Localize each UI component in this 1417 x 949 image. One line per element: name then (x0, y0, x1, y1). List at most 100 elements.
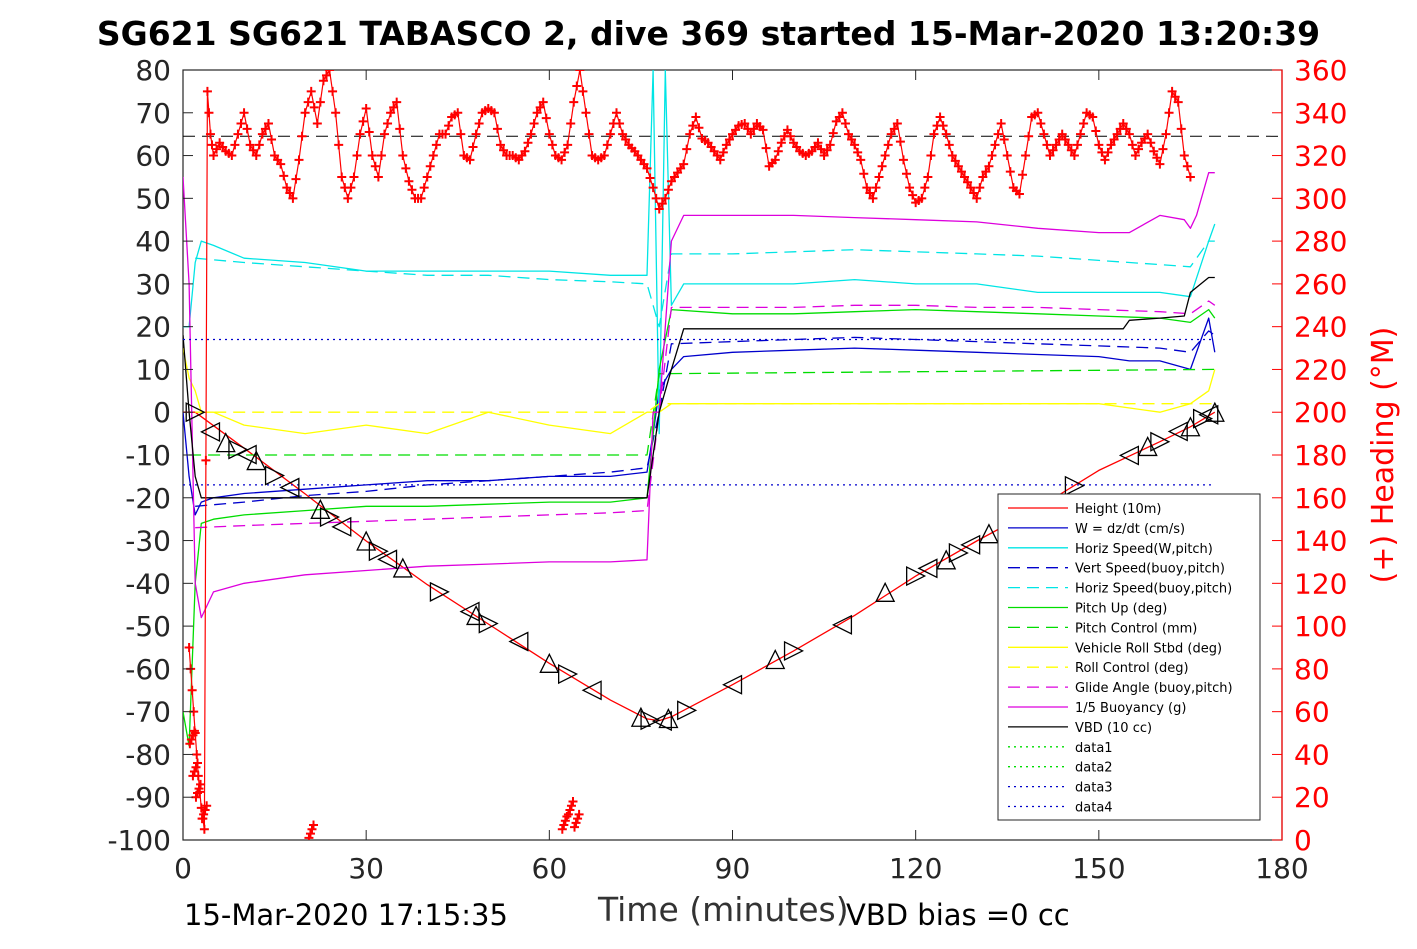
heading-point (251, 151, 261, 161)
y-tick-label: 30 (135, 268, 171, 301)
heading-point (776, 138, 786, 148)
heading-point (917, 193, 927, 203)
heading-point (682, 144, 692, 154)
heading-point (1155, 159, 1165, 169)
heading-point (364, 127, 374, 137)
y-tick-label: 40 (135, 225, 171, 258)
heading-point (1164, 108, 1174, 118)
series-line-5 (183, 308, 1216, 747)
heading-point (898, 155, 908, 165)
heading-point (1167, 86, 1177, 96)
heading-point (212, 144, 222, 154)
heading-point (325, 70, 335, 75)
heading-point (209, 151, 219, 161)
heading-point (207, 140, 217, 150)
depth-marker (508, 631, 529, 652)
y-tick-label: -80 (125, 738, 171, 771)
heading-point (456, 129, 466, 139)
heading-point (941, 129, 951, 139)
heading-point (389, 102, 399, 112)
x-tick-label: 0 (174, 852, 192, 885)
heading-point (560, 147, 570, 157)
heading-point (263, 118, 273, 128)
heading-point (822, 145, 832, 155)
heading-point (960, 172, 970, 182)
heading-point (1094, 140, 1104, 150)
heading-point (746, 129, 756, 139)
heading-point (642, 163, 652, 173)
heading-point (611, 108, 621, 118)
heading-point (905, 183, 915, 193)
heading-outlier-point (199, 809, 209, 819)
series-line-4 (195, 240, 1215, 328)
heading-point (294, 155, 304, 165)
y-tick-label: -30 (125, 525, 171, 558)
footer-timestamp: 15-Mar-2020 17:15:35 (184, 898, 508, 932)
depth-marker (978, 523, 999, 544)
heading-point (407, 185, 417, 195)
heading-outlier-point (570, 822, 580, 832)
heading-point (441, 129, 451, 139)
heading-point (615, 118, 625, 128)
y2-tick-label: 200 (1294, 396, 1347, 429)
heading-point (1033, 108, 1043, 118)
heading-point (969, 188, 979, 198)
series-line-0 (183, 411, 1216, 722)
heading-point (187, 685, 197, 695)
heading-point (645, 173, 655, 183)
heading-point (260, 124, 270, 134)
heading-outlier-point (188, 730, 198, 740)
heading-point (1045, 151, 1055, 161)
y2-axis-label: (+) Heading (°M) (1366, 327, 1401, 584)
heading-point (376, 151, 386, 161)
legend-label: Horiz Speed(W,pitch) (1075, 542, 1213, 557)
y-tick-label: -70 (125, 696, 171, 729)
heading-point (972, 193, 982, 203)
y-tick-label: -40 (125, 567, 171, 600)
heading-point (966, 183, 976, 193)
legend-label: W = dz/dt (cm/s) (1075, 522, 1185, 537)
legend-label: Horiz Speed(buoy,pitch) (1075, 582, 1232, 597)
heading-outlier-point (573, 814, 583, 824)
heading-outlier-point (566, 801, 576, 811)
depth-marker (831, 614, 853, 635)
legend-label: Vehicle Roll Stbd (deg) (1075, 641, 1222, 656)
heading-point (343, 193, 353, 203)
heading-point (605, 129, 615, 139)
depth-marker (1150, 431, 1171, 452)
heading-point (230, 140, 240, 150)
y2-tick-label: 340 (1294, 97, 1347, 130)
heading-point (492, 124, 502, 134)
series-line-10 (183, 172, 1215, 619)
heading-point (935, 112, 945, 122)
heading-point (944, 140, 954, 150)
heading-point (578, 86, 588, 96)
heading-point (282, 183, 292, 193)
heading-point (996, 118, 1006, 128)
chart-title: SG621 SG621 TABASCO 2, dive 369 started … (96, 14, 1321, 53)
heading-point (679, 159, 689, 169)
heading-point (398, 151, 408, 161)
y-tick-label: 0 (153, 396, 171, 429)
legend-label: data2 (1075, 761, 1113, 776)
heading-point (688, 121, 698, 131)
legend-label: Pitch Up (deg) (1075, 602, 1167, 617)
heading-point (599, 151, 609, 161)
depth-marker (368, 541, 389, 562)
heading-point (468, 142, 478, 152)
x-tick-label: 90 (715, 852, 751, 885)
heading-point (715, 155, 725, 165)
heading-point (566, 118, 576, 128)
heading-point (1143, 129, 1153, 139)
heading-point (1024, 131, 1034, 141)
heading-point (1158, 144, 1168, 154)
heading-point (1152, 153, 1162, 163)
heading-point (920, 183, 930, 193)
heading-point (392, 97, 402, 107)
heading-point (844, 129, 854, 139)
heading-point (1088, 112, 1098, 122)
legend-label: Height (10m) (1075, 502, 1161, 517)
legend-label: Pitch Control (mm) (1075, 621, 1197, 636)
heading-point (889, 124, 899, 134)
